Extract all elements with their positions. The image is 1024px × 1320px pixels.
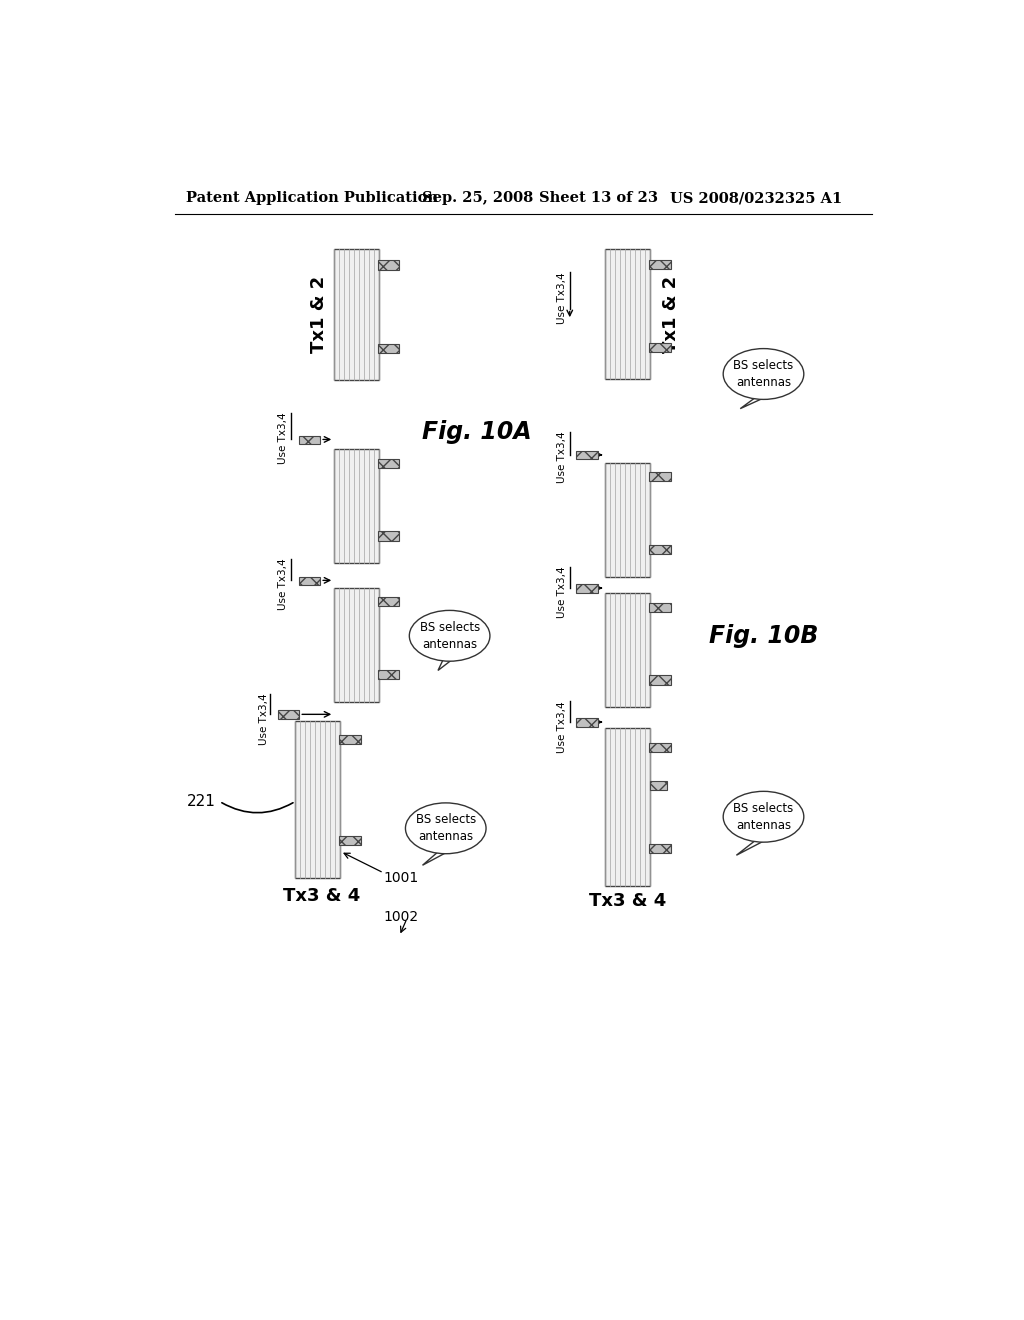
Bar: [334, 589, 379, 702]
Ellipse shape: [723, 348, 804, 400]
Bar: [649, 471, 671, 480]
Text: Use Tx3,4: Use Tx3,4: [278, 412, 288, 465]
Bar: [605, 249, 650, 379]
Bar: [649, 676, 671, 685]
Text: US 2008/0232325 A1: US 2008/0232325 A1: [671, 191, 843, 206]
Ellipse shape: [406, 803, 486, 854]
Bar: [378, 671, 399, 680]
Text: Tx1 & 2: Tx1 & 2: [310, 276, 329, 354]
Bar: [339, 735, 360, 744]
Bar: [378, 458, 399, 467]
Bar: [575, 718, 598, 726]
Bar: [605, 594, 650, 708]
Bar: [295, 721, 340, 878]
Bar: [649, 343, 671, 352]
Text: Use Tx3,4: Use Tx3,4: [557, 272, 567, 323]
Text: Fig. 10B: Fig. 10B: [709, 624, 818, 648]
Bar: [649, 602, 671, 611]
Ellipse shape: [410, 610, 489, 661]
Bar: [575, 585, 598, 593]
Text: Tx3 & 4: Tx3 & 4: [589, 892, 667, 911]
Bar: [605, 462, 650, 577]
Ellipse shape: [723, 792, 804, 842]
Bar: [299, 436, 321, 444]
Bar: [605, 729, 650, 886]
Text: Use Tx3,4: Use Tx3,4: [557, 701, 567, 752]
Text: Use Tx3,4: Use Tx3,4: [557, 566, 567, 618]
Text: Tx1 & 2: Tx1 & 2: [662, 276, 680, 352]
Text: BS selects
antennas: BS selects antennas: [416, 813, 476, 843]
Polygon shape: [740, 396, 769, 409]
Text: Patent Application Publication: Patent Application Publication: [186, 191, 438, 206]
Bar: [339, 836, 360, 845]
Bar: [650, 780, 668, 789]
Text: Fig. 10A: Fig. 10A: [422, 420, 531, 444]
Bar: [334, 249, 379, 380]
Text: Use Tx3,4: Use Tx3,4: [278, 558, 288, 610]
Bar: [299, 577, 321, 585]
Polygon shape: [438, 657, 455, 671]
Bar: [649, 260, 671, 269]
Bar: [649, 743, 671, 752]
Bar: [278, 710, 299, 719]
Polygon shape: [736, 838, 769, 855]
Text: Tx3 & 4: Tx3 & 4: [283, 887, 360, 906]
Text: 1001: 1001: [384, 871, 419, 886]
Text: BS selects
antennas: BS selects antennas: [733, 801, 794, 832]
Text: BS selects
antennas: BS selects antennas: [733, 359, 794, 389]
Text: Sheet 13 of 23: Sheet 13 of 23: [539, 191, 657, 206]
Text: Sep. 25, 2008: Sep. 25, 2008: [423, 191, 534, 206]
Text: Use Tx3,4: Use Tx3,4: [557, 432, 567, 483]
Bar: [575, 451, 598, 459]
Bar: [378, 260, 399, 269]
Text: 221: 221: [186, 793, 216, 809]
Bar: [334, 449, 379, 564]
Polygon shape: [423, 850, 452, 866]
Text: Use Tx3,4: Use Tx3,4: [259, 693, 268, 746]
Text: 1002: 1002: [384, 909, 419, 924]
Bar: [378, 345, 399, 354]
Bar: [649, 843, 671, 853]
Text: BS selects
antennas: BS selects antennas: [420, 620, 480, 651]
Bar: [649, 545, 671, 554]
Bar: [378, 597, 399, 606]
Bar: [378, 532, 399, 541]
